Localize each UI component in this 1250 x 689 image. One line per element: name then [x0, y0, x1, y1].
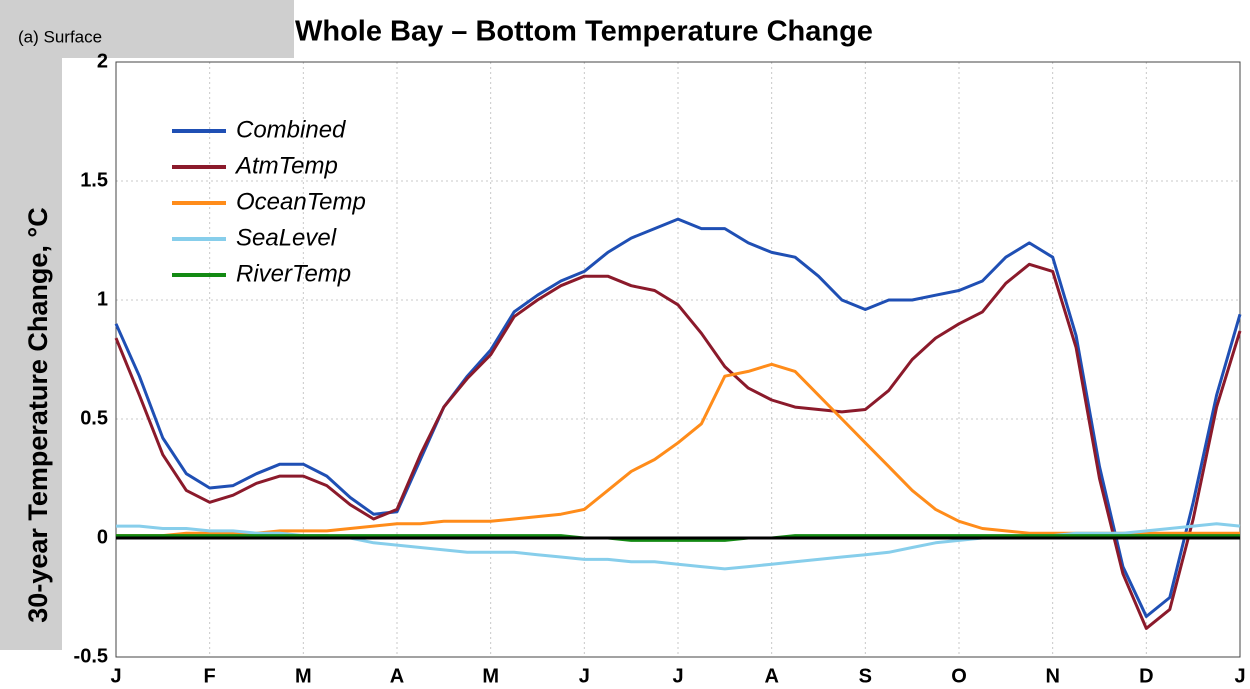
background-panel — [0, 0, 62, 650]
series-line — [114, 262, 1242, 630]
x-tick-label: A — [764, 665, 778, 687]
x-tick-label: M — [482, 665, 499, 687]
y-axis-label: 30-year Temperature Change, °C — [23, 207, 53, 622]
x-tick-label: J — [1234, 665, 1245, 687]
legend-label: AtmTemp — [234, 152, 338, 179]
y-tick-label: 0 — [97, 526, 108, 548]
background-panel — [62, 0, 294, 58]
y-tick-label: 1 — [97, 288, 108, 310]
y-tick-label: 0.5 — [80, 407, 108, 429]
series-line — [116, 534, 1240, 542]
x-tick-label: J — [672, 665, 683, 687]
x-tick-label: A — [390, 665, 404, 687]
x-tick-label: M — [295, 665, 312, 687]
legend-label: Combined — [236, 116, 346, 143]
y-tick-label: 2 — [97, 50, 108, 72]
x-tick-label: N — [1045, 665, 1059, 687]
x-tick-label: J — [579, 665, 590, 687]
legend-label: SeaLevel — [236, 224, 337, 251]
y-tick-label: 1.5 — [80, 169, 108, 191]
legend-label: OceanTemp — [236, 188, 366, 215]
x-tick-label: D — [1139, 665, 1153, 687]
x-tick-label: S — [859, 665, 872, 687]
legend-label: RiverTemp — [236, 260, 351, 287]
y-tick-label: -0.5 — [74, 645, 108, 667]
series-line — [114, 217, 1242, 618]
plot-frame — [115, 61, 1241, 658]
chart-title: Whole Bay – Bottom Temperature Change — [295, 16, 873, 48]
annotation: (a) Surface — [18, 27, 102, 46]
x-tick-label: O — [951, 665, 967, 687]
series-line — [116, 362, 1240, 538]
x-tick-label: F — [204, 665, 216, 687]
x-tick-label: J — [110, 665, 121, 687]
